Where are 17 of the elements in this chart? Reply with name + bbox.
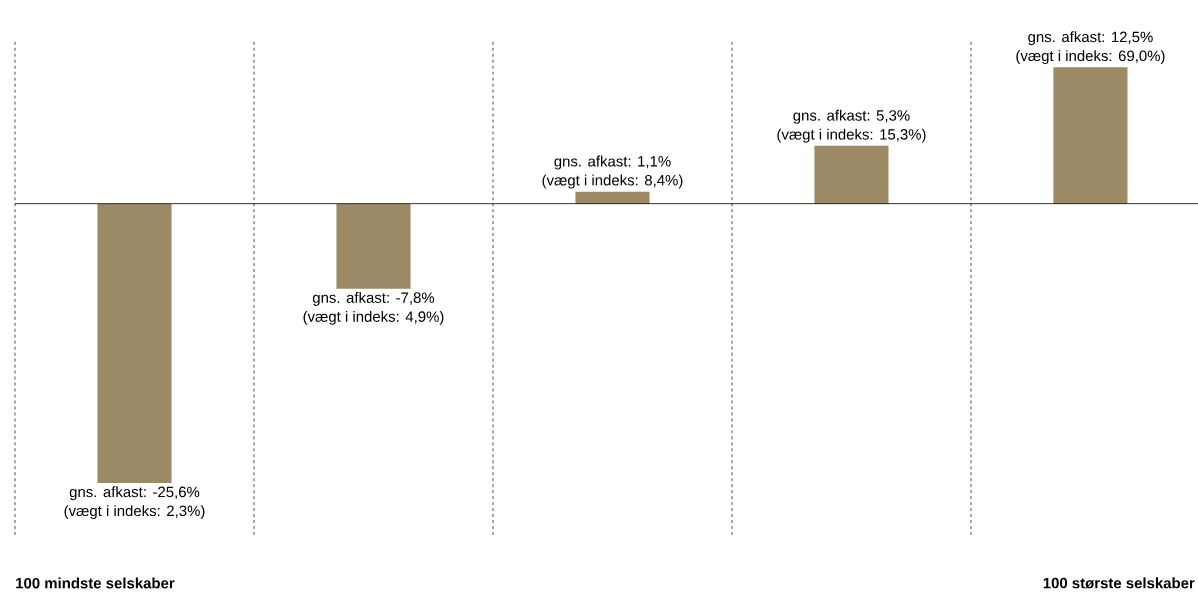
- data-label: gns. afkast: 12,5%: [1028, 31, 1153, 46]
- data-label: gns. afkast: 5,3%: [793, 109, 910, 124]
- bar: [814, 145, 889, 204]
- data-label: gns. afkast: -7,8%: [312, 291, 435, 306]
- data-label: gns. afkast: -25,6%: [69, 486, 200, 501]
- bar: [336, 203, 411, 289]
- text: (vægt i indeks: 69,0%): [1016, 50, 1165, 65]
- data-label: gns. afkast: 1,1%: [554, 155, 671, 170]
- annotation: (vægt i indeks: 15,3%): [777, 128, 926, 143]
- annotation: (vægt i indeks: 4,9%): [303, 310, 444, 325]
- text: (vægt i indeks: 2,3%): [64, 505, 205, 520]
- bar: [1053, 67, 1128, 204]
- x-tick-label: 100 mindste selskaber: [16, 577, 175, 589]
- annotation: (vægt i indeks: 8,4%): [542, 174, 683, 189]
- x-tick-label: 100 største selskaber: [1043, 577, 1195, 589]
- bar: [575, 191, 650, 204]
- bar: [97, 203, 172, 484]
